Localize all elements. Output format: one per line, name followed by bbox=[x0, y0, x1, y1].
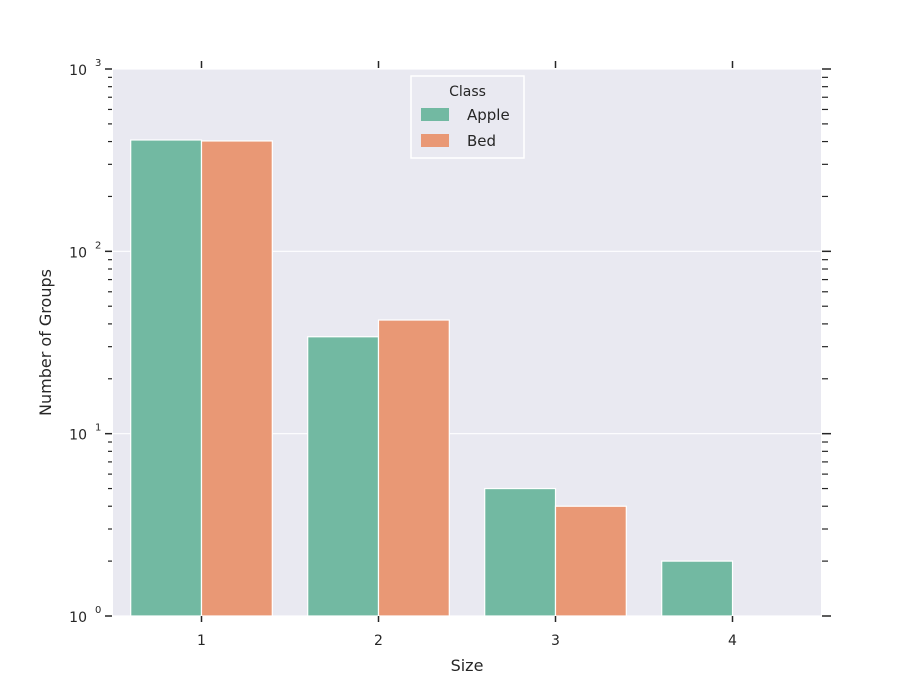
bar-bed-1 bbox=[200, 140, 273, 617]
bar-apple-1 bbox=[130, 139, 203, 617]
bar-apple-4 bbox=[661, 560, 734, 617]
legend-swatch-apple bbox=[421, 108, 449, 121]
y-tick-label: 10 0 bbox=[69, 605, 101, 626]
legend-title: Class bbox=[449, 84, 486, 100]
x-tick-label: 3 bbox=[551, 633, 560, 649]
x-axis-label: Size bbox=[451, 656, 484, 675]
legend: Class Apple Bed bbox=[410, 75, 525, 159]
y-axis-label: Number of Groups bbox=[36, 269, 55, 416]
x-tick-label: 1 bbox=[197, 633, 206, 649]
bars bbox=[130, 139, 734, 617]
legend-label-apple: Apple bbox=[467, 106, 510, 124]
legend-swatch-bed bbox=[421, 134, 449, 147]
y-tick-label: 10 3 bbox=[69, 58, 101, 79]
bar-bed-2 bbox=[377, 319, 450, 617]
legend-label-bed: Bed bbox=[467, 132, 496, 150]
bar-apple-3 bbox=[484, 487, 557, 617]
y-tick-label: 10 2 bbox=[69, 240, 101, 261]
x-tick-label: 4 bbox=[728, 633, 737, 649]
x-tick-label: 2 bbox=[374, 633, 383, 649]
bar-bed-3 bbox=[554, 505, 627, 617]
bar-apple-2 bbox=[307, 336, 380, 617]
y-tick-label: 10 1 bbox=[69, 423, 101, 444]
axis-ticks bbox=[105, 61, 831, 622]
